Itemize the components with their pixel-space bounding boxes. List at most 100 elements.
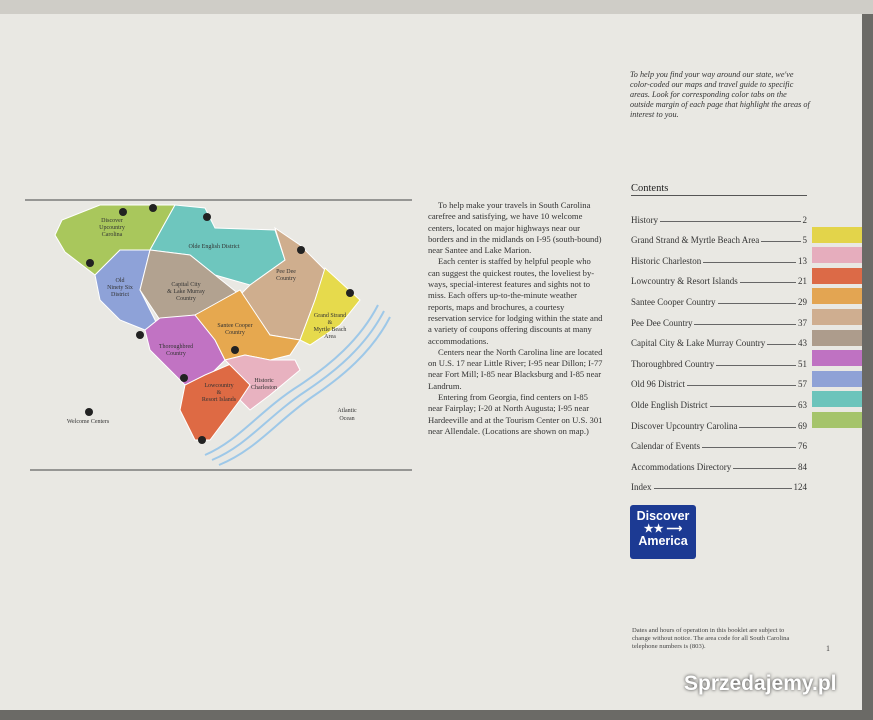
entry-page: 57: [798, 379, 807, 390]
contents-entry: Lowcountry & Resort Islands 21: [631, 266, 807, 287]
contents-list: History 2 Grand Strand & Myrtle Beach Area…: [631, 204, 808, 493]
entry-label: Santee Cooper Country: [631, 296, 716, 307]
leader: [687, 385, 796, 387]
contents-entry: Discover Upcountry Carolina 69: [631, 410, 807, 431]
entry-page: 5: [802, 235, 808, 246]
region-label: Olde English District: [189, 244, 240, 250]
entry-label: Thoroughbred Country: [631, 358, 715, 369]
background-edge: [0, 0, 873, 14]
logo-arrow: ★★ ⟶: [643, 523, 683, 535]
welcome-center-icons: [85, 204, 354, 444]
footnote: Dates and hours of operation in this boo…: [632, 627, 790, 650]
entry-page: 37: [798, 317, 807, 328]
watermark: Sprzedajemy.pl: [684, 672, 837, 695]
entry-label: Index: [631, 482, 652, 493]
leader: [709, 405, 796, 407]
contents-entry: History 2: [631, 204, 807, 225]
region-label: Country: [225, 330, 245, 336]
entry-page: 63: [798, 399, 807, 410]
entry-label: Capital City & Lake Murray Country: [631, 338, 766, 349]
entry-label: Old 96 District: [631, 379, 685, 390]
contents-entry: Pee Dee Country 37: [631, 307, 807, 328]
contents-entry: Santee Cooper Country 29: [631, 286, 807, 307]
entry-label: Lowcountry & Resort Islands: [631, 276, 738, 287]
region-label: Discover: [101, 218, 123, 224]
page-number: 1: [826, 644, 830, 653]
contents-entry: Grand Strand & Myrtle Beach Area 5: [631, 225, 808, 246]
map-legend: Welcome Centers: [67, 419, 110, 425]
contents-entry: Olde English District 63: [631, 389, 807, 410]
entry-label: History: [631, 214, 658, 225]
intro-text: To help you find your way around our sta…: [630, 70, 810, 119]
map-region: [299, 267, 361, 346]
leader: [716, 364, 796, 366]
leader: [739, 282, 796, 284]
contents-entry: Capital City & Lake Murray Country 43: [631, 328, 807, 349]
region-label: Pee Dee: [276, 269, 296, 275]
booklet-page: [0, 14, 862, 710]
color-tab: [812, 267, 862, 284]
leader: [717, 302, 796, 304]
logo-text: Discover: [636, 509, 690, 523]
region-label: Ninety Six: [107, 285, 133, 291]
leader: [739, 426, 796, 428]
contents-entry: Index 124: [631, 472, 808, 493]
ocean-label: Atlantic: [337, 408, 357, 414]
contents-entry: Old 96 District 57: [631, 369, 807, 390]
map-region: [194, 289, 301, 361]
map-region: [224, 354, 301, 411]
entry-page: 21: [798, 276, 807, 287]
entry-label: Grand Strand & Myrtle Beach Area: [631, 235, 760, 246]
leader: [653, 488, 792, 490]
region-label: Country: [276, 276, 296, 282]
ocean-label: Ocean: [339, 416, 354, 422]
leader: [701, 447, 796, 449]
region-label: Resort Islands: [202, 397, 237, 403]
region-label: Santee Cooper: [217, 323, 252, 329]
region-label: Lowcountry: [204, 383, 233, 389]
region-label: District: [111, 292, 129, 298]
color-tab: [812, 309, 862, 325]
paragraph: Centers near the North Carolina line are…: [428, 346, 603, 391]
entry-page: 76: [798, 441, 807, 452]
entry-label: Accommodations Directory: [631, 461, 732, 472]
logo-text: America: [638, 534, 688, 548]
color-tab: [812, 226, 862, 243]
region-label: Carolina: [102, 232, 123, 238]
color-tab: [812, 412, 862, 428]
leader: [767, 344, 796, 346]
entry-page: 13: [798, 255, 807, 266]
region-label: & Lake Murray: [167, 289, 205, 295]
paragraph: To help make your travels in South Carol…: [428, 200, 602, 256]
regions: [54, 204, 361, 441]
region-label: Capital City: [171, 282, 200, 288]
ocean-waves: [204, 304, 391, 466]
entry-page: 43: [798, 338, 807, 349]
region-label: &: [328, 320, 333, 326]
entry-page: 2: [802, 214, 808, 225]
contents-title: Contents: [631, 183, 807, 196]
entry-label: Pee Dee Country: [631, 317, 693, 328]
paragraph: Entering from Georgia, find centers on I…: [428, 392, 603, 436]
entry-page: 124: [793, 482, 808, 493]
color-tab: [812, 329, 862, 346]
region-label: Country: [176, 296, 196, 302]
region-label: Thoroughbred: [159, 344, 193, 350]
contents-entry: Calendar of Events 76: [631, 431, 807, 452]
region-label: Old: [116, 278, 125, 284]
region-label: &: [217, 390, 222, 396]
color-tab: [812, 350, 862, 367]
contents-entry: Accommodations Directory 84: [631, 451, 807, 472]
region-label: Historic: [254, 378, 274, 384]
region-label: Myrtle Beach: [314, 327, 347, 333]
leader: [694, 323, 796, 325]
contents-entry: Thoroughbred Country 51: [631, 348, 807, 369]
entry-page: 69: [798, 420, 807, 431]
body-text: To help make your travels in South Carol…: [428, 200, 604, 437]
entry-label: Discover Upcountry Carolina: [631, 420, 738, 431]
map-region: [179, 359, 251, 441]
entry-page: 51: [798, 358, 807, 369]
leader: [660, 220, 801, 222]
